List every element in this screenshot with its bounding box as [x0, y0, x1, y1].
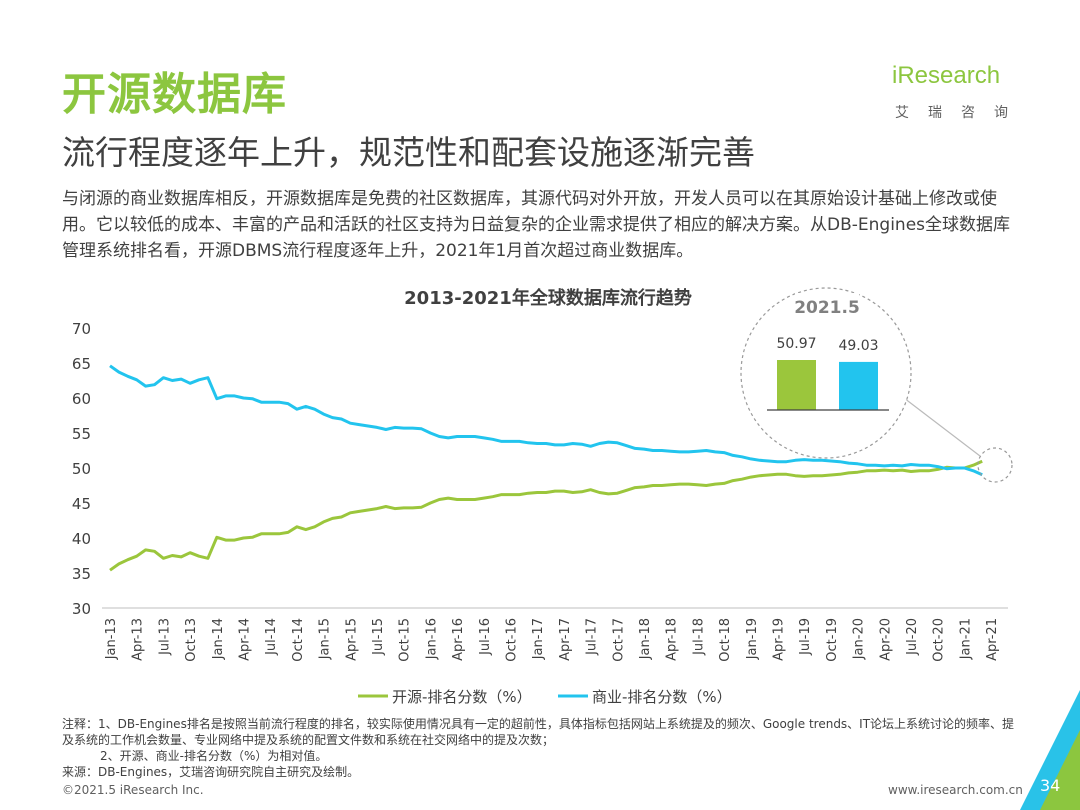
- page-number: 34: [1040, 776, 1061, 795]
- x-tick-label: Apr-21: [985, 618, 1000, 661]
- page-title: 开源数据库: [62, 69, 287, 120]
- page-subtitle: 流行程度逐年上升，规范性和配套设施逐渐完善: [62, 133, 755, 172]
- x-tick-label: Oct-17: [611, 618, 626, 662]
- intro-paragraph: 与闭源的商业数据库相反，开源数据库是免费的社区数据库，其源代码对外开放，开发人员…: [62, 189, 1011, 261]
- callout-bar: [839, 361, 878, 410]
- x-tick-label: Oct-14: [291, 618, 306, 662]
- x-axis: Jan-13 Apr-13 Jul-13 Oct-13 Jan-14 Apr-14 Jul-…: [104, 618, 1000, 662]
- trend-chart: 2013-2021年全球数据库流行趋势 30 35 40 45 50 55 60 65 70 J…: [72, 287, 1013, 706]
- x-tick-label: Oct-15: [398, 618, 413, 662]
- series-line-commercial: [109, 364, 983, 477]
- x-tick-label: Oct-13: [184, 618, 199, 662]
- x-tick-label: Jan-16: [424, 618, 439, 660]
- callout-bar-label: 50.97: [776, 336, 816, 352]
- x-tick-label: Oct-16: [505, 618, 520, 662]
- y-tick-label: 65: [72, 355, 91, 373]
- footer-url: www.iresearch.com.cn: [888, 783, 1023, 797]
- x-tick-label: Apr-19: [772, 618, 787, 661]
- x-tick-label: Jan-13: [104, 618, 119, 660]
- x-tick-label: Jul-19: [798, 618, 813, 656]
- x-tick-label: Jan-14: [211, 618, 226, 660]
- callout-bar: [777, 360, 816, 410]
- focus-ring: [977, 447, 1013, 483]
- x-tick-label: Jan-15: [318, 618, 333, 660]
- callout-circle: [740, 287, 912, 459]
- callout-bar-label: 49.03: [838, 338, 878, 354]
- x-tick-label: Oct-19: [825, 618, 840, 662]
- x-tick-label: Apr-15: [344, 618, 359, 661]
- callout-label-bg: [795, 293, 859, 317]
- y-axis: 30 35 40 45 50 55 60 65 70: [72, 320, 91, 618]
- x-tick-label: Apr-20: [878, 618, 893, 661]
- callout-zoom: 2021.5 50.97 49.03: [740, 287, 1013, 483]
- x-tick-label: Jul-17: [585, 618, 600, 656]
- y-tick-label: 35: [72, 565, 91, 583]
- corner-decoration: [1020, 690, 1080, 810]
- x-tick-label: Oct-20: [932, 618, 947, 662]
- legend-label: 开源-排名分数（%）: [392, 688, 532, 706]
- x-tick-label: Jan-21: [958, 618, 973, 660]
- x-tick-label: Apr-14: [238, 618, 253, 661]
- series-line-open: [109, 459, 983, 572]
- x-tick-label: Jul-18: [691, 618, 706, 656]
- y-tick-label: 30: [72, 600, 91, 618]
- x-tick-label: Jul-15: [371, 618, 386, 656]
- x-tick-label: Jan-20: [852, 618, 867, 660]
- legend: 开源-排名分数（%） 商业-排名分数（%）: [358, 688, 732, 706]
- x-tick-label: Jul-16: [478, 618, 493, 656]
- y-tick-label: 40: [72, 530, 91, 548]
- x-tick-label: Apr-16: [451, 618, 466, 661]
- notes-block: 注释：1、DB-Engines排名是按照当前流行程度的排名，较实际使用情况具有一…: [62, 716, 1022, 780]
- y-tick-label: 70: [72, 320, 91, 338]
- footer-copyright: ©2021.5 iResearch Inc.: [62, 783, 204, 797]
- callout-label: 2021.5: [794, 298, 860, 318]
- logo-wordmark: iResearch: [892, 62, 1001, 89]
- iresearch-logo: iResearch 艾瑞咨询: [892, 58, 1032, 128]
- series-layer: [109, 364, 983, 572]
- x-tick-label: Apr-18: [665, 618, 680, 661]
- x-tick-label: Jan-19: [745, 618, 760, 660]
- x-tick-label: Jul-13: [157, 618, 172, 656]
- x-tick-label: Oct-18: [718, 618, 733, 662]
- x-tick-label: Jan-17: [531, 618, 546, 660]
- x-tick-label: Jul-14: [264, 618, 279, 656]
- x-tick-label: Jul-20: [905, 618, 920, 656]
- note-line-2: 2、开源、商业-排名分数（%）为相对值。: [100, 749, 328, 763]
- note-line-1: 注释：1、DB-Engines排名是按照当前流行程度的排名，较实际使用情况具有一…: [62, 717, 1015, 747]
- legend-label: 商业-排名分数（%）: [592, 688, 732, 706]
- chart-title: 2013-2021年全球数据库流行趋势: [404, 287, 692, 309]
- y-tick-label: 55: [72, 425, 91, 443]
- y-tick-label: 45: [72, 495, 91, 513]
- callout-connector: [903, 397, 981, 457]
- x-tick-label: Apr-17: [558, 618, 573, 661]
- x-tick-label: Jan-18: [638, 618, 653, 660]
- note-source: 来源：DB-Engines，艾瑞咨询研究院自主研究及绘制。: [62, 765, 360, 779]
- logo-cn-text: 艾瑞咨询: [895, 105, 1027, 121]
- x-tick-label: Apr-13: [131, 618, 146, 661]
- y-tick-label: 60: [72, 390, 91, 408]
- y-tick-label: 50: [72, 460, 91, 478]
